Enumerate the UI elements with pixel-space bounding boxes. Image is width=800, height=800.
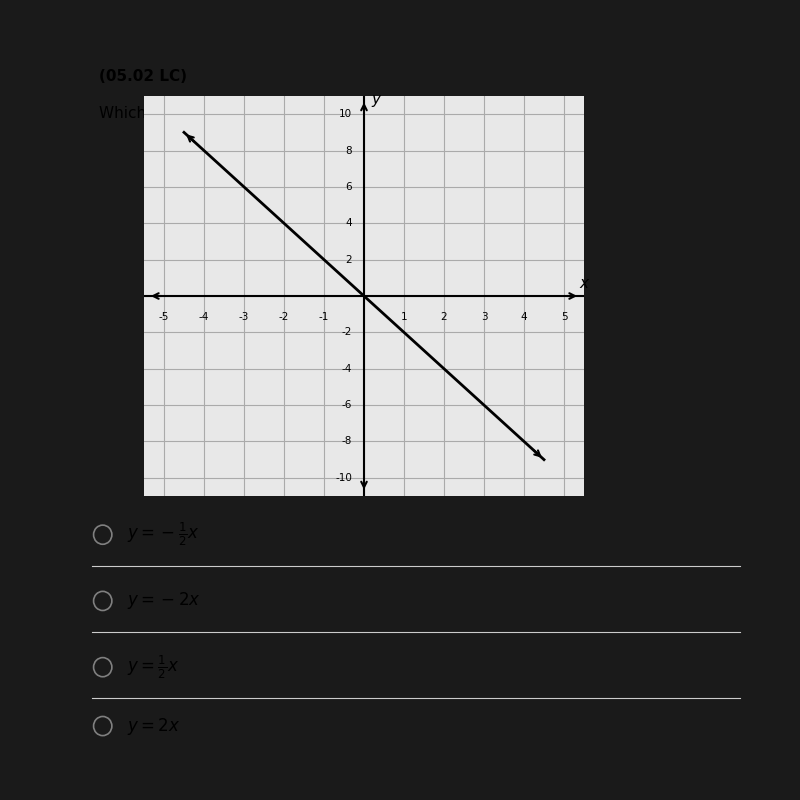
Text: -1: -1 xyxy=(319,312,329,322)
Text: $y = -2x$: $y = -2x$ xyxy=(127,590,201,611)
Text: -4: -4 xyxy=(199,312,209,322)
Text: 5: 5 xyxy=(561,312,567,322)
Text: $y = 2x$: $y = 2x$ xyxy=(127,715,181,737)
Text: -4: -4 xyxy=(342,364,352,374)
Text: -6: -6 xyxy=(342,400,352,410)
Text: 8: 8 xyxy=(346,146,352,155)
Text: 10: 10 xyxy=(339,109,352,119)
Text: (05.02 LC): (05.02 LC) xyxy=(99,69,187,84)
Text: -2: -2 xyxy=(342,327,352,338)
Text: $y = -\frac{1}{2}x$: $y = -\frac{1}{2}x$ xyxy=(127,521,200,548)
Text: 6: 6 xyxy=(346,182,352,192)
Text: -5: -5 xyxy=(159,312,169,322)
Text: x: x xyxy=(579,276,589,290)
Text: Which equation does the graph below represent? (1 point): Which equation does the graph below repr… xyxy=(99,106,547,121)
Text: y: y xyxy=(371,92,381,107)
Text: 1: 1 xyxy=(401,312,407,322)
Text: $y = \frac{1}{2}x$: $y = \frac{1}{2}x$ xyxy=(127,654,179,681)
Text: 2: 2 xyxy=(441,312,447,322)
Text: -2: -2 xyxy=(279,312,289,322)
Text: -3: -3 xyxy=(239,312,249,322)
Text: 3: 3 xyxy=(481,312,487,322)
Text: 4: 4 xyxy=(346,218,352,228)
Text: 2: 2 xyxy=(346,254,352,265)
Text: 4: 4 xyxy=(521,312,527,322)
Text: -10: -10 xyxy=(335,473,352,483)
Text: -8: -8 xyxy=(342,437,352,446)
